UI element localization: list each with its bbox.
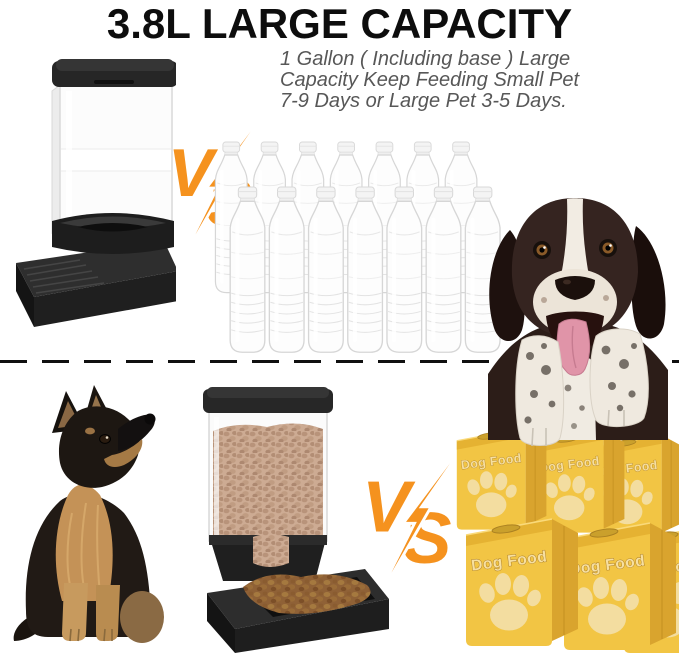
water-dispenser-image [16, 59, 176, 327]
dog-eyes [533, 239, 617, 259]
vs-badge-bottom: V S [362, 462, 454, 574]
food-dispenser-chute [209, 534, 327, 581]
water-dispenser-base [16, 241, 176, 327]
puppy-hind-leg [120, 591, 164, 643]
nose-highlight [563, 279, 571, 285]
vs-letter-v: V [362, 467, 416, 548]
paw-print-icon [467, 471, 517, 518]
puppy-nose [144, 413, 156, 425]
water-dispenser-lid [52, 59, 176, 87]
water-bottles-image [214, 141, 501, 353]
water-dispenser-bowl [52, 213, 174, 254]
dog-left-paw [515, 335, 565, 447]
dog-right-paw [589, 328, 649, 427]
puppy-front-legs [62, 583, 120, 642]
dog-food-bags-image: Dog Food Dog Food Dog Food [456, 427, 679, 653]
capacity-description-line: Capacity Keep Feeding Small Pet [280, 69, 580, 91]
drink-tray-slats [23, 259, 105, 294]
water-bottle [307, 186, 344, 353]
page-title: 3.8L LARGE CAPACITY [106, 0, 573, 47]
dog-blaze [561, 198, 589, 276]
food-dispenser-tank [208, 410, 328, 542]
vs-letter-v: V [168, 135, 219, 211]
kibble-in-tray [243, 574, 371, 614]
food-dispenser-image [203, 387, 389, 653]
dog-right-ear [631, 226, 666, 339]
water-bottle [425, 186, 462, 353]
puppy-brow [85, 427, 95, 435]
tongue-crease [571, 325, 577, 369]
lightning-bolt-icon [388, 462, 454, 574]
water-bottle [229, 186, 266, 353]
food-dispenser-base [207, 569, 389, 653]
capacity-description-line: 1 Gallon ( Including base ) Large [280, 48, 571, 70]
capacity-description: 1 Gallon ( Including base ) Large Capaci… [280, 49, 625, 112]
water-bottle [268, 186, 305, 353]
paw-print-icon [479, 573, 541, 631]
dog-photo [488, 198, 668, 447]
puppy-head [58, 406, 140, 488]
water-dispenser-tank [51, 84, 173, 234]
dog-food-bag: Dog Food [563, 522, 676, 650]
water-bottle [386, 186, 423, 353]
food-dispenser-lid [203, 387, 333, 413]
dog-food-bag: Dog Food [465, 518, 578, 646]
capacity-description-line: 7-9 Days or Large Pet 3-5 Days. [280, 90, 567, 112]
water-bottle [347, 186, 384, 353]
paw-print-icon [545, 474, 595, 521]
puppy-muzzle [118, 414, 155, 451]
puppy-photo [13, 385, 164, 643]
puppy-eye [99, 434, 111, 444]
dashed-divider [0, 360, 679, 363]
puppy-cheek [104, 439, 143, 467]
paw-print-icon [577, 577, 639, 635]
